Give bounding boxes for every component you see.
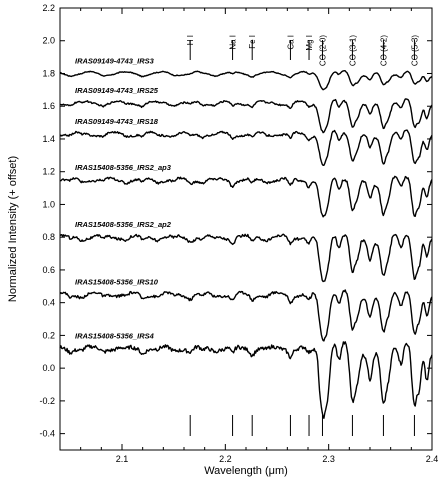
spectrum-label: IRAS09149-4743_IRS3 (75, 56, 155, 65)
x-axis-title: Wavelength (μm) (204, 465, 288, 477)
spectrum-label: IRAS09149-4743_IRS18 (75, 117, 159, 126)
y-axis-ticks: -0.4 -0.2 0.0 0.2 0.4 0.6 0.8 1.0 1.2 1.4 1.6 1.8 2.… (39, 3, 432, 439)
x-tick-label: 2.1 (116, 454, 129, 464)
x-axis-ticks: 2.1 2.2 2.3 2.4 (59, 8, 439, 464)
spectrum-line (59, 98, 433, 134)
y-tick-label: 0.6 (42, 265, 55, 275)
y-tick-label: 0.2 (42, 330, 55, 340)
spectrum-label: IRAS15408-5356_IRS2_ap2 (75, 220, 172, 229)
spectrum-label: IRAS09149-4743_IRS25 (75, 86, 159, 95)
spectrum-line (59, 341, 433, 419)
y-tick-label: 0.0 (42, 363, 55, 373)
spectrum-line (59, 289, 433, 342)
y-tick-label: 1.6 (42, 101, 55, 111)
y-tick-label: 0.4 (42, 298, 55, 308)
y-tick-label: 1.2 (42, 167, 55, 177)
y-tick-label: 0.8 (42, 232, 55, 242)
spectrum-line (59, 70, 433, 91)
spectrum-labels: IRAS09149-4743_IRS3 IRAS09149-4743_IRS25 I… (75, 56, 172, 340)
y-tick-label: -0.4 (39, 429, 55, 439)
line-label: Mg I (305, 35, 314, 51)
line-label: H I (186, 35, 195, 45)
spectrum-line (60, 175, 433, 218)
y-tick-label: -0.2 (39, 396, 55, 406)
y-tick-label: 1.0 (42, 199, 55, 209)
x-tick-label: 2.3 (322, 454, 335, 464)
spectra (59, 70, 433, 419)
y-tick-label: 1.8 (42, 68, 55, 78)
line-labels: H I Na I Fe I Ca I Mg I CO (2-0) CO (3-1) CO (4… (186, 35, 419, 66)
x-tick-label: 2.4 (426, 454, 439, 464)
spectrum-label: IRAS15408-5356_IRS4 (75, 332, 155, 341)
line-markers (189, 40, 415, 436)
line-label: CO (4-2) (379, 35, 388, 66)
line-label: Ca I (286, 35, 295, 50)
line-label: Fe I (248, 35, 257, 49)
line-label: CO (5-3) (410, 35, 419, 66)
line-label: CO (3-1) (348, 35, 357, 66)
spectrum-label: IRAS15408-5356_IRS10 (75, 277, 159, 286)
y-axis-title: Normalized Intensity (+ offset) (7, 156, 19, 302)
spectrum-line (59, 233, 433, 283)
y-tick-label: 1.4 (42, 134, 55, 144)
plot-area (59, 7, 433, 451)
y-tick-label: 2.2 (42, 3, 55, 13)
line-label: Na I (229, 35, 238, 50)
x-tick-label: 2.2 (219, 454, 232, 464)
y-tick-label: 2.0 (42, 36, 55, 46)
spectrum-line (59, 129, 433, 166)
spectrum-label: IRAS15408-5356_IRS2_ap3 (75, 163, 172, 172)
line-label: CO (2-0) (318, 35, 327, 66)
